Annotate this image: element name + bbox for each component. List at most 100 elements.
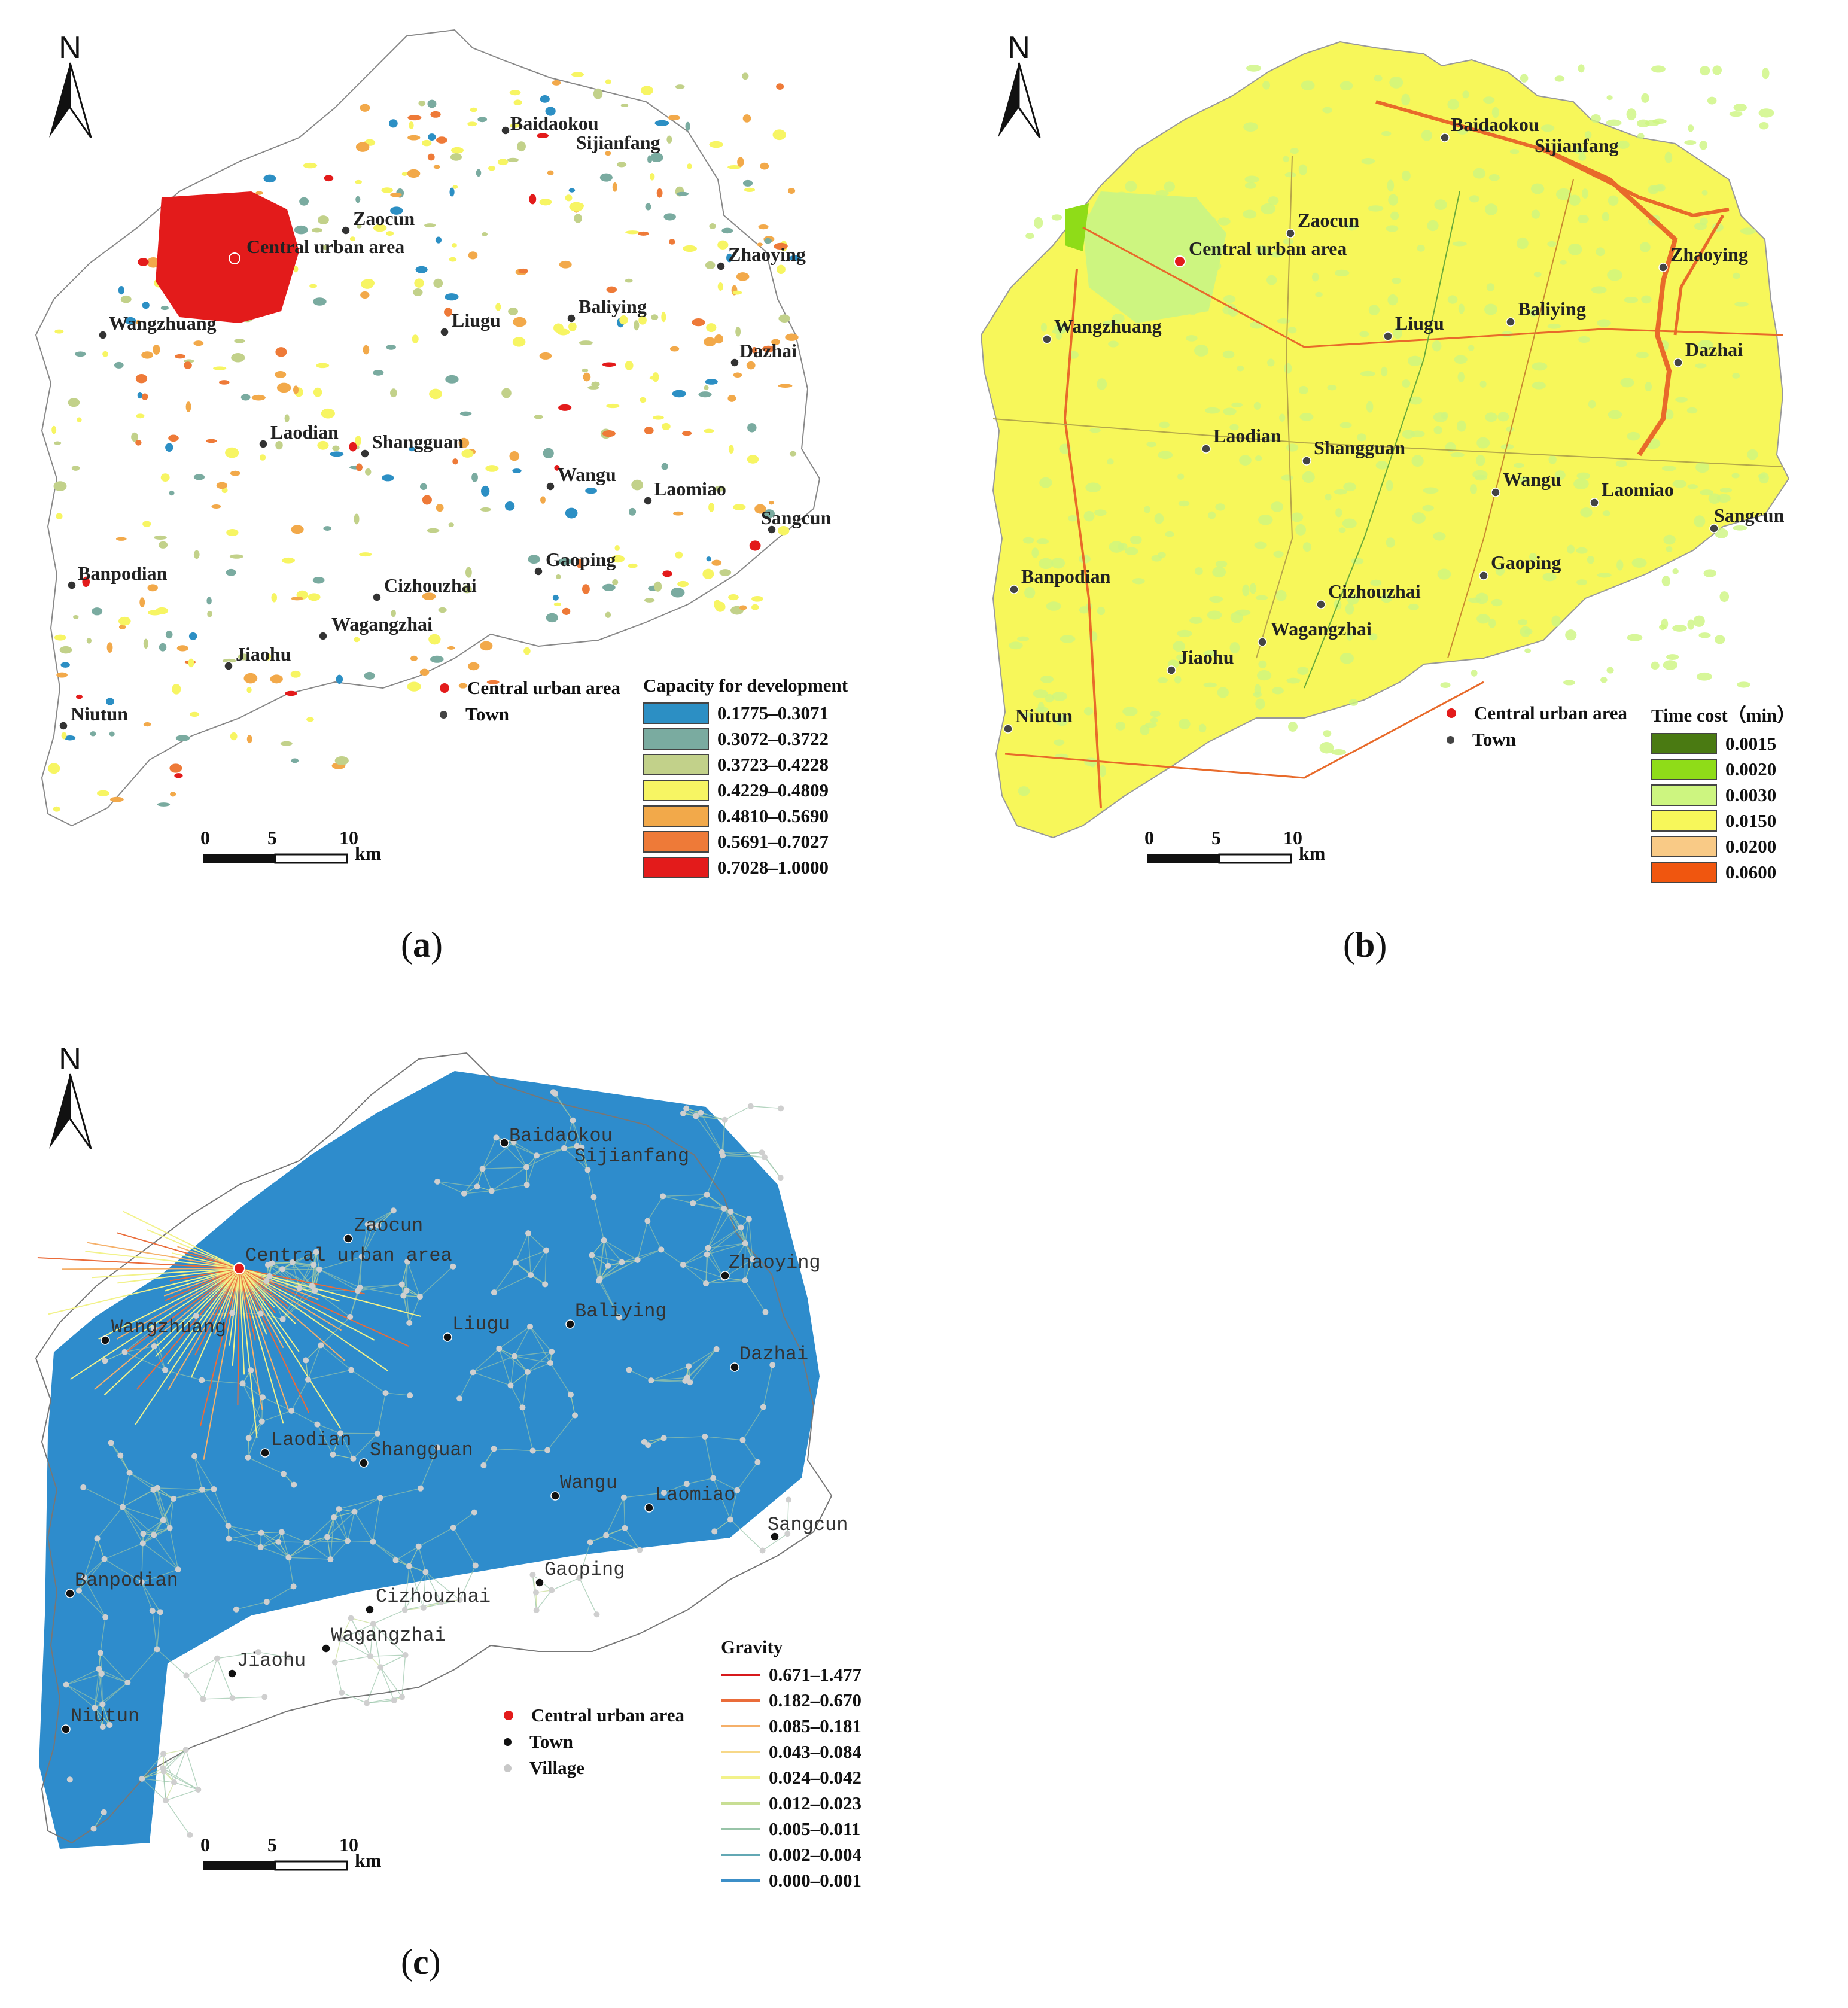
legend-item-label: 0.0200 — [1725, 835, 1777, 857]
legend-item-label: 0.002–0.004 — [769, 1843, 861, 1865]
county-boundary — [35, 1052, 833, 1844]
town-label-shangguan: Shangguan — [372, 431, 464, 452]
town-dot-banpodian — [67, 580, 77, 590]
scale-tick-5: 5 — [267, 827, 277, 848]
legend-gravity: Gravity 0.671–1.477 0.182–0.670 0.085–0.18… — [721, 1636, 861, 1893]
town-dot-cizhouzhai — [365, 1605, 375, 1614]
town-label-zaocun: Zaocun — [354, 1215, 424, 1237]
legend-item-label: 0.043–0.084 — [769, 1741, 861, 1762]
town-dot-baliying — [565, 1319, 575, 1329]
town-label-gaoping: Gaoping — [544, 1559, 625, 1581]
urban-fast-zone — [1065, 191, 1226, 323]
legend-item: 0.0200 — [1651, 833, 1795, 859]
north-label: N — [59, 1042, 81, 1076]
scale-tick-5: 5 — [267, 1834, 277, 1855]
town-label-wagangzhai: Wagangzhai — [1271, 618, 1372, 640]
legend-line-swatch — [721, 1699, 760, 1702]
town-dot-wangu — [546, 482, 555, 491]
town-dot-laomiao — [1590, 498, 1599, 507]
legend-item: 0.012–0.023 — [721, 1790, 861, 1816]
legend-item: 0.182–0.670 — [721, 1687, 861, 1713]
town-dot-icon — [504, 1738, 512, 1746]
town-label-jiaohu: Jiaohu — [237, 1650, 306, 1672]
map-c-canvas — [35, 1052, 833, 1849]
scale-unit: km — [1299, 842, 1326, 864]
caption-b: (b) — [1343, 925, 1387, 965]
legend-item: 0.000–0.001 — [721, 1867, 861, 1893]
town-label-wangu: Wangu — [558, 464, 616, 485]
town-label-wangzhuang: Wangzhuang — [111, 1316, 227, 1338]
legend-title: Capacity for development — [643, 675, 848, 696]
town-label-baidaokou: Baidaokou — [510, 112, 599, 134]
town-markers — [1003, 133, 1719, 734]
town-label-dazhai: Dazhai — [1685, 339, 1743, 360]
north-arrow: N — [992, 30, 1046, 144]
central-urban-dot-icon — [440, 683, 449, 693]
legend-item-label: 0.024–0.042 — [769, 1766, 861, 1788]
legend-item-label: 0.3072–0.3722 — [717, 728, 829, 749]
town-dot-cizhouzhai — [1316, 600, 1326, 609]
town-label-banpodian: Banpodian — [75, 1569, 178, 1592]
legend-item-label: 0.0020 — [1725, 758, 1777, 780]
legend-line-swatch — [721, 1827, 760, 1830]
town-dot-laomiao — [644, 1503, 654, 1513]
town-dot-dazhai — [730, 358, 739, 367]
town-dot-shangguan — [360, 449, 370, 458]
legend-color-swatch — [1651, 810, 1717, 832]
town-label-sangcun: Sangcun — [1714, 504, 1785, 526]
town-dot-cizhouzhai — [372, 592, 382, 602]
scale-bar: 0 5 10 km — [1144, 827, 1336, 875]
legend-color-swatch — [1651, 784, 1717, 806]
town-label-zhaoying: Zhaoying — [1670, 244, 1748, 265]
legend-item: 0.0150 — [1651, 808, 1795, 833]
town-dot-sangcun — [770, 1532, 780, 1541]
town-label-shangguan: Shangguan — [1314, 437, 1405, 458]
legend-item: 0.024–0.042 — [721, 1764, 861, 1790]
town-label-shangguan: Shangguan — [370, 1439, 473, 1461]
town-markers — [59, 126, 777, 731]
scale-bar: 0 5 10 km — [200, 827, 392, 875]
town-label-wangu: Wangu — [560, 1472, 618, 1494]
legend-item-label: 0.7028–1.0000 — [717, 856, 829, 878]
legend-line-swatch — [721, 1673, 760, 1676]
town-dot-wangzhuang — [1042, 334, 1052, 344]
scale-tick-5: 5 — [1211, 827, 1221, 848]
town-dot-banpodian — [65, 1589, 75, 1598]
legend-line-swatch — [721, 1853, 760, 1856]
legend-color-swatch — [643, 702, 709, 724]
town-label-central-urban-area: Central urban area — [245, 1245, 452, 1267]
legend-item: 0.3723–0.4228 — [643, 752, 848, 777]
caption-a: (a) — [401, 925, 443, 965]
town-legend-label: Town — [1472, 729, 1516, 750]
town-label-sijianfang: Sijianfang — [1535, 135, 1619, 156]
legend-item: 0.005–0.011 — [721, 1816, 861, 1842]
legend-item-label: 0.0600 — [1725, 861, 1777, 883]
central-urban-legend-label: Central urban area — [531, 1705, 685, 1726]
town-label-sijianfang: Sijianfang — [574, 1145, 690, 1167]
legend-item-label: 0.0150 — [1725, 810, 1777, 831]
town-label-zaocun: Zaocun — [353, 208, 415, 229]
legend-time-cost: Time cost（min） 0.0015 0.0020 0.0030 0.0150 0… — [1651, 700, 1795, 885]
north-arrow-icon — [998, 62, 1041, 138]
scale-bar: 0 5 10 km — [200, 1834, 392, 1882]
symbol-legend-b: Central urban area Town — [1447, 700, 1627, 753]
town-dot-baliying — [1506, 317, 1515, 327]
town-label-dazhai: Dazhai — [739, 340, 797, 361]
town-label-dazhai: Dazhai — [739, 1343, 809, 1365]
town-label-niutun: Niutun — [71, 1705, 140, 1727]
legend-item: 0.5691–0.7027 — [643, 829, 848, 854]
central-urban-legend-label: Central urban area — [1474, 702, 1628, 723]
legend-item: 0.7028–1.0000 — [643, 854, 848, 880]
legend-item-label: 0.1775–0.3071 — [717, 702, 829, 723]
town-label-wangu: Wangu — [1503, 468, 1561, 490]
town-dot-jiaohu — [1167, 665, 1176, 675]
town-dot-zhaoying — [1658, 263, 1668, 272]
village-legend-label: Village — [529, 1757, 584, 1778]
legend-item-label: 0.4810–0.5690 — [717, 805, 829, 826]
town-dot-laodian — [258, 439, 268, 449]
town-label-gaoping: Gaoping — [1491, 552, 1561, 573]
central-urban-legend-label: Central urban area — [467, 677, 621, 698]
legend-line-swatch — [721, 1750, 760, 1753]
town-label-central-urban-area: Central urban area — [1189, 238, 1347, 259]
legend-item-label: 0.5691–0.7027 — [717, 830, 829, 852]
